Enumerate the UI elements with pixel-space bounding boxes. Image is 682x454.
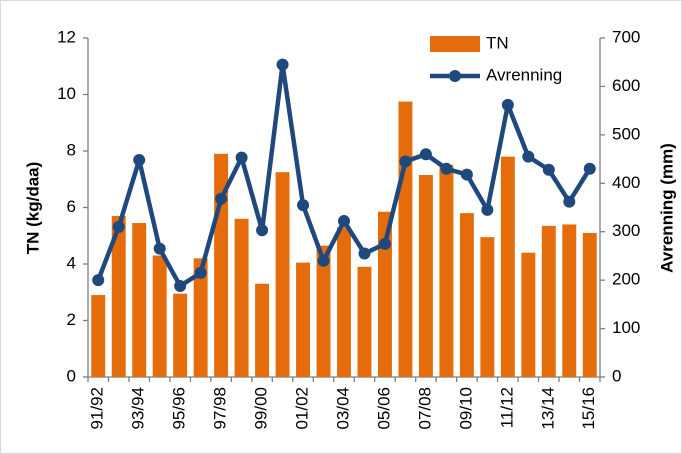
marker xyxy=(481,203,494,216)
marker xyxy=(317,254,330,267)
x-tick-label: 11/12 xyxy=(497,387,516,428)
bar xyxy=(357,266,372,377)
x-tick-label: 97/98 xyxy=(211,387,230,430)
y-tick-label: 0 xyxy=(67,366,76,385)
marker xyxy=(440,162,453,175)
y2-tick-label: 700 xyxy=(612,27,640,46)
bar xyxy=(521,252,536,377)
y2-axis-title: Avrenning (mm) xyxy=(657,143,676,273)
bar xyxy=(480,237,495,377)
bar xyxy=(132,223,147,377)
marker xyxy=(92,274,105,287)
y2-tick-label: 400 xyxy=(612,173,640,192)
y2-tick-label: 600 xyxy=(612,76,640,95)
marker xyxy=(256,224,269,237)
legend-label: TN xyxy=(486,33,509,52)
marker xyxy=(174,279,187,292)
bar xyxy=(173,293,188,377)
y-tick-label: 2 xyxy=(67,310,76,329)
x-tick-label: 13/14 xyxy=(538,387,557,430)
x-tick-label: 01/02 xyxy=(293,387,312,430)
marker xyxy=(112,220,125,233)
x-tick-label: 93/94 xyxy=(129,387,148,430)
x-tick-label: 03/04 xyxy=(333,387,352,430)
bar xyxy=(500,156,515,377)
legend-swatch xyxy=(449,70,461,82)
marker xyxy=(297,199,310,212)
bar xyxy=(111,215,126,377)
bar xyxy=(91,295,106,377)
x-tick-label: 05/06 xyxy=(374,387,393,430)
marker xyxy=(276,58,289,71)
marker xyxy=(235,151,248,164)
y-tick-label: 6 xyxy=(67,197,76,216)
bar xyxy=(337,227,351,377)
y2-tick-label: 0 xyxy=(612,366,621,385)
legend-label: Avrenning xyxy=(486,65,562,84)
y-axis-title: TN (kg/daa) xyxy=(23,162,42,255)
y-tick-label: 10 xyxy=(57,84,76,103)
bar xyxy=(398,101,413,377)
marker xyxy=(542,163,555,176)
bar xyxy=(316,245,331,377)
bar xyxy=(562,224,577,377)
marker xyxy=(215,192,228,205)
y2-tick-label: 200 xyxy=(612,270,640,289)
y2-tick-label: 100 xyxy=(612,318,640,337)
bar xyxy=(459,213,474,377)
x-tick-label: 91/92 xyxy=(88,387,107,430)
marker xyxy=(378,237,391,250)
y-tick-label: 4 xyxy=(67,253,76,272)
bar xyxy=(193,258,208,377)
bar xyxy=(255,283,270,377)
bar xyxy=(582,232,597,377)
bar xyxy=(541,225,556,377)
marker xyxy=(399,155,412,168)
y2-tick-label: 300 xyxy=(612,221,640,240)
marker xyxy=(522,150,535,163)
legend-swatch xyxy=(430,36,480,52)
marker xyxy=(194,266,207,279)
marker xyxy=(501,98,514,111)
y-tick-label: 8 xyxy=(67,140,76,159)
bar xyxy=(377,211,392,377)
x-tick-label: 95/96 xyxy=(170,387,189,430)
x-tick-label: 99/00 xyxy=(252,387,271,430)
y2-tick-label: 500 xyxy=(612,124,640,143)
x-tick-label: 15/16 xyxy=(579,387,598,430)
bar xyxy=(418,175,433,377)
marker xyxy=(358,247,371,260)
marker xyxy=(460,168,473,181)
x-tick-label: 07/08 xyxy=(415,387,434,430)
marker xyxy=(133,154,146,167)
x-tick-label: 09/10 xyxy=(456,387,475,430)
marker xyxy=(563,195,576,208)
y-tick-label: 12 xyxy=(57,27,76,46)
bar xyxy=(152,255,167,377)
marker xyxy=(153,242,166,255)
bar xyxy=(296,262,311,377)
marker xyxy=(583,162,596,175)
bar xyxy=(439,165,454,377)
marker xyxy=(419,148,432,161)
bar xyxy=(234,218,249,377)
bar xyxy=(275,172,290,377)
marker xyxy=(338,215,350,228)
